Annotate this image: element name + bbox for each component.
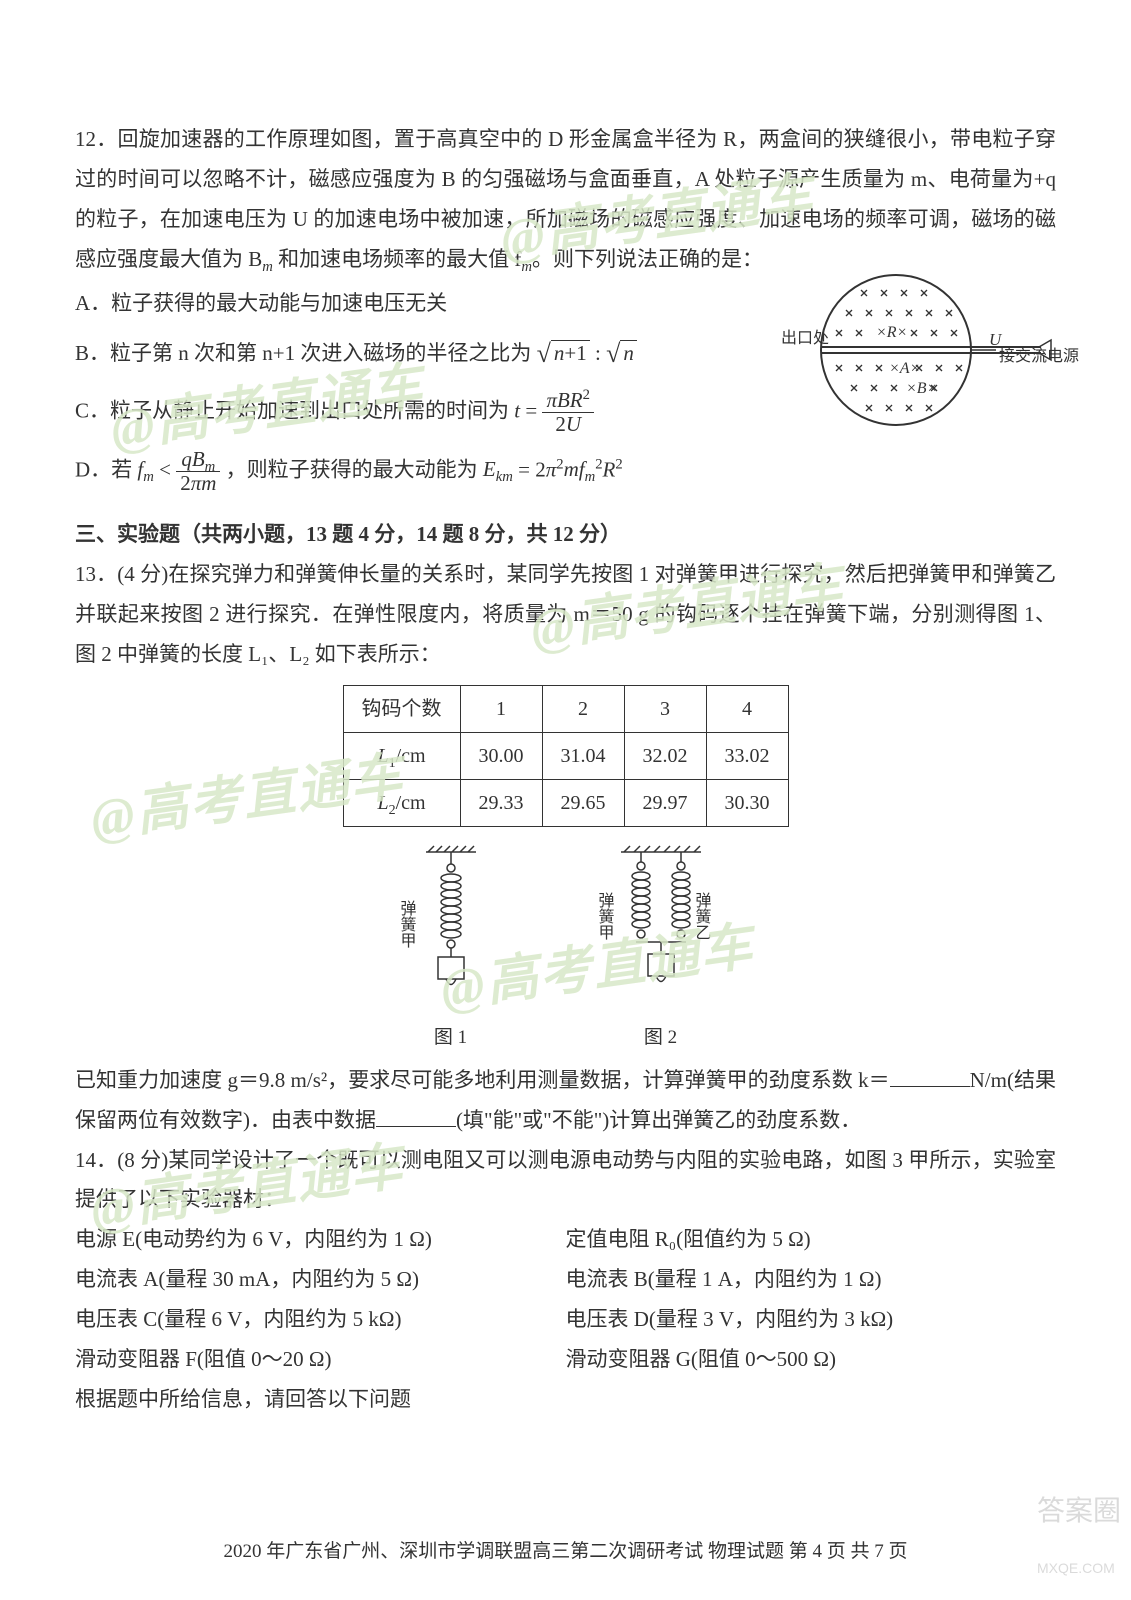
q12-stem-end: 。则下列说法正确的是：	[532, 247, 763, 271]
q13-r2c4: 30.30	[706, 779, 788, 826]
q13-th4: 4	[706, 685, 788, 732]
q14-tail: 根据题中所给信息，请回答以下问题	[75, 1380, 1056, 1420]
q13-fig2-label: 图 2	[586, 1020, 736, 1056]
svg-text:弹簧甲: 弹簧甲	[397, 900, 416, 948]
equip-B: 电流表 B(量程 1 A，内阻约为 1 Ω)	[566, 1260, 1057, 1300]
q13-r2c2: 29.65	[542, 779, 624, 826]
q13-r1c4: 33.02	[706, 732, 788, 779]
page-footer: 2020 年广东省广州、深圳市学调联盟高三第二次调研考试 物理试题 第 4 页 …	[0, 1534, 1131, 1570]
q12-optb-pre: B．粒子第 n 次和第 n+1 次进入磁场的半径之比为	[75, 341, 531, 365]
q13-r1c1: 30.00	[460, 732, 542, 779]
q14-equip-row2: 电流表 A(量程 30 mA，内阻约为 5 Ω) 电流表 B(量程 1 A，内阻…	[75, 1260, 1056, 1300]
q14-equip-row1: 电源 E(电动势约为 6 V，内阻约为 1 Ω) 定值电阻 R₀(阻值约为 5 …	[75, 1220, 1056, 1260]
q12-opt-d: D．若 fm < qBm2πm ，则粒子获得的最大动能为 Ekm = 2π2mf…	[75, 448, 1056, 495]
q13-tail-pre: 已知重力加速度 g＝9.8 m/s²，要求尽可能多地利用测量数据，计算弹簧甲的劲…	[75, 1068, 890, 1092]
q13-r1c3: 32.02	[624, 732, 706, 779]
svg-text:U: U	[989, 330, 1003, 349]
q13-th2: 2	[542, 685, 624, 732]
svg-text:弹簧乙: 弹簧乙	[692, 892, 711, 940]
q13-stem: 13．(4 分)在探究弹力和弹簧伸长量的关系时，某同学先按图 1 对弹簧甲进行探…	[75, 555, 1056, 675]
q13-r2c3: 29.97	[624, 779, 706, 826]
q13-tail-end: (填"能"或"不能")计算出弹簧乙的劲度系数．	[456, 1108, 861, 1132]
svg-text:×R×: ×R×	[876, 324, 907, 341]
q12-stem-tail: 和加速电场频率的最大值 f	[273, 247, 522, 271]
corner-watermark: 答案圈MXQE.COM	[1037, 1484, 1121, 1590]
q13-th0: 钩码个数	[343, 685, 460, 732]
equip-F: 滑动变阻器 F(阻值 0～20 Ω)	[75, 1340, 566, 1380]
svg-text:弹簧甲: 弹簧甲	[595, 892, 614, 940]
q13-th3: 3	[624, 685, 706, 732]
q12-optc-pre: C．粒子从静止开始加速到出口处所需的时间为	[75, 398, 514, 422]
svg-text:接交流电源: 接交流电源	[999, 347, 1079, 365]
q13-fig2: 弹簧甲 弹簧乙 图 2	[586, 842, 736, 1056]
q13-r1-label: L1/cm	[343, 732, 460, 779]
q12-optd-pre: D．若	[75, 457, 137, 481]
q13-r2-label: L2/cm	[343, 779, 460, 826]
q13-r1c2: 31.04	[542, 732, 624, 779]
blank-k	[890, 1062, 970, 1087]
blank-neng	[376, 1101, 456, 1126]
equip-C: 电压表 C(量程 6 V，内阻约为 5 kΩ)	[75, 1300, 566, 1340]
q13-fig1: 弹簧甲 图 1	[396, 842, 506, 1056]
q14-equip-row3: 电压表 C(量程 6 V，内阻约为 5 kΩ) 电压表 D(量程 3 V，内阻约…	[75, 1300, 1056, 1340]
svg-text:出口处: 出口处	[781, 329, 829, 347]
equip-E: 电源 E(电动势约为 6 V，内阻约为 1 Ω)	[75, 1220, 566, 1260]
q12-optd-mid: ，则粒子获得的最大动能为	[226, 457, 483, 481]
q13-figures: 弹簧甲 图 1 弹簧甲 弹簧乙 图 2	[75, 842, 1056, 1056]
section3-heading: 三、实验题（共两小题，13 题 4 分，14 题 8 分，共 12 分）	[75, 515, 1056, 555]
svg-text:×B×: ×B×	[906, 380, 937, 397]
equip-A: 电流表 A(量程 30 mA，内阻约为 5 Ω)	[75, 1260, 566, 1300]
q13-r2c1: 29.33	[460, 779, 542, 826]
equip-R0: 定值电阻 R₀(阻值约为 5 Ω)	[566, 1220, 1057, 1260]
equip-D: 电压表 D(量程 3 V，内阻约为 3 kΩ)	[566, 1300, 1057, 1340]
q14-stem: 14．(8 分)某同学设计了一个既可以测电阻又可以测电源电动势与内阻的实验电路，…	[75, 1141, 1056, 1221]
q13-th1: 1	[460, 685, 542, 732]
equip-G: 滑动变阻器 G(阻值 0～500 Ω)	[566, 1340, 1057, 1380]
q13-table: 钩码个数 1 2 3 4 L1/cm 30.00 31.04 32.02 33.…	[75, 685, 1056, 827]
q13-fig1-label: 图 1	[396, 1020, 506, 1056]
q14-equip-row4: 滑动变阻器 F(阻值 0～20 Ω) 滑动变阻器 G(阻值 0～500 Ω)	[75, 1340, 1056, 1380]
cyclotron-diagram: ×R× ×A× ×B× U 接交流电源 出口处	[781, 255, 1081, 445]
q13-tail: 已知重力加速度 g＝9.8 m/s²，要求尽可能多地利用测量数据，计算弹簧甲的劲…	[75, 1061, 1056, 1141]
svg-text:×A×: ×A×	[889, 360, 920, 377]
